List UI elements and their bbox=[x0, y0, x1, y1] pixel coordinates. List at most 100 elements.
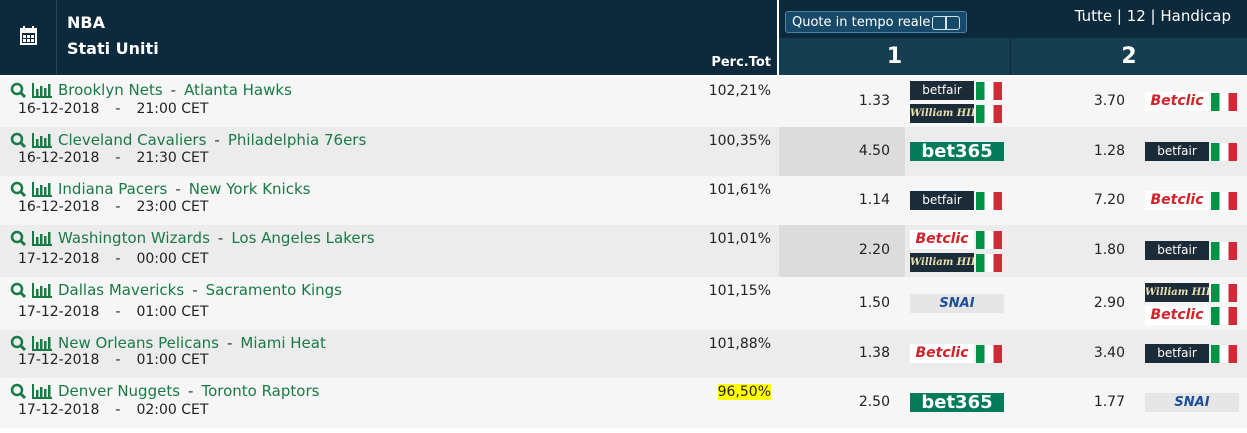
flag bbox=[1211, 191, 1237, 210]
market-filters[interactable]: Tutte | 12 | Handicap bbox=[1074, 7, 1231, 25]
teams[interactable]: Dallas Mavericks - Sacramento Kings bbox=[58, 281, 342, 299]
home-team[interactable]: Indiana Pacers bbox=[58, 180, 168, 198]
row-icons[interactable] bbox=[10, 82, 56, 104]
bookmaker-name: William HILL bbox=[910, 253, 974, 272]
bookmaker-logo[interactable]: betfair bbox=[1145, 344, 1239, 363]
separator: - bbox=[214, 131, 220, 149]
flag bbox=[976, 254, 1002, 272]
away-team[interactable]: Miami Heat bbox=[240, 334, 326, 352]
column-1-header: 1 bbox=[779, 38, 1010, 75]
match-row: Indiana Pacers - New York Knicks 16-12-2018… bbox=[0, 176, 1247, 225]
live-odds-button[interactable]: Quote in tempo reale bbox=[785, 11, 967, 33]
odds-value[interactable]: 1.28 bbox=[1093, 142, 1125, 159]
away-team[interactable]: Sacramento Kings bbox=[205, 281, 342, 299]
toggle[interactable] bbox=[932, 16, 960, 30]
row-icons[interactable] bbox=[10, 132, 56, 154]
match-row: Cleveland Cavaliers - Philadelphia 76ers 16… bbox=[0, 127, 1247, 176]
away-team[interactable]: Toronto Raptors bbox=[201, 382, 320, 400]
date-time: 17-12-2018-02:00 CET bbox=[18, 402, 208, 418]
home-team[interactable]: Cleveland Cavaliers bbox=[58, 131, 207, 149]
bookmaker-logo[interactable]: William HILL bbox=[1145, 282, 1239, 302]
bookmaker-name: bet365 bbox=[910, 141, 1004, 161]
time: 01:00 CET bbox=[136, 304, 209, 320]
odds-value[interactable]: 2.20 bbox=[858, 242, 890, 258]
date-time: 16-12-2018-21:30 CET bbox=[18, 150, 208, 166]
bookmaker-name: William HILL bbox=[1145, 282, 1209, 302]
odds-value[interactable]: 1.50 bbox=[858, 294, 890, 311]
separator: - bbox=[115, 304, 121, 320]
odds-value[interactable]: 1.77 bbox=[1093, 394, 1125, 410]
row-icons[interactable] bbox=[10, 230, 56, 252]
odds-cell-bg bbox=[779, 225, 905, 277]
odds-value[interactable]: 1.14 bbox=[858, 191, 890, 208]
perc-total: 100,35% bbox=[708, 133, 771, 149]
teams[interactable]: Denver Nuggets - Toronto Raptors bbox=[58, 382, 319, 400]
bookmaker-name: Betclic bbox=[910, 230, 974, 249]
teams[interactable]: Washington Wizards - Los Angeles Lakers bbox=[58, 229, 375, 247]
odds-value[interactable]: 2.90 bbox=[1093, 294, 1125, 311]
odds-value[interactable]: 7.20 bbox=[1093, 191, 1125, 208]
away-team[interactable]: Atlanta Hawks bbox=[184, 81, 292, 99]
row-icons[interactable] bbox=[10, 181, 56, 203]
separator: - bbox=[115, 251, 121, 267]
date-time: 17-12-2018-00:00 CET bbox=[18, 251, 208, 267]
home-team[interactable]: Dallas Mavericks bbox=[58, 281, 185, 299]
bookmaker-logo[interactable]: betfair bbox=[1145, 141, 1239, 161]
odds-cell-bg bbox=[779, 127, 905, 176]
date: 16-12-2018 bbox=[18, 101, 100, 117]
bookmaker-logo[interactable]: Betclic bbox=[1145, 305, 1239, 325]
flag bbox=[976, 82, 1002, 100]
bookmaker-logo[interactable]: Betclic bbox=[1145, 92, 1239, 111]
league-name: NBA bbox=[67, 13, 105, 32]
odds-value[interactable]: 1.38 bbox=[858, 345, 890, 361]
flag bbox=[976, 191, 1002, 210]
row-icons[interactable] bbox=[10, 335, 56, 357]
home-team[interactable]: New Orleans Pelicans bbox=[58, 334, 219, 352]
odds-value[interactable]: 3.70 bbox=[1093, 93, 1125, 109]
bookmaker-logo[interactable]: SNAI bbox=[910, 293, 1004, 313]
match-row: Washington Wizards - Los Angeles Lakers 17-… bbox=[0, 225, 1247, 277]
separator: - bbox=[115, 402, 121, 418]
bookmaker-logo[interactable]: betfair bbox=[910, 190, 1004, 210]
teams[interactable]: New Orleans Pelicans - Miami Heat bbox=[58, 334, 326, 352]
teams[interactable]: Brooklyn Nets - Atlanta Hawks bbox=[58, 81, 292, 99]
teams[interactable]: Indiana Pacers - New York Knicks bbox=[58, 180, 310, 198]
away-team[interactable]: New York Knicks bbox=[188, 180, 311, 198]
time: 02:00 CET bbox=[136, 402, 209, 418]
perc-header[interactable]: Perc.Tot bbox=[711, 55, 771, 70]
home-team[interactable]: Denver Nuggets bbox=[58, 382, 181, 400]
odds-value[interactable]: 3.40 bbox=[1093, 345, 1125, 361]
row-icons[interactable] bbox=[10, 282, 56, 304]
home-team[interactable]: Brooklyn Nets bbox=[58, 81, 163, 99]
odds-value[interactable]: 2.50 bbox=[858, 394, 890, 410]
bookmaker-logo[interactable]: Betclic bbox=[1145, 190, 1239, 210]
perc-cell: 101,01% bbox=[709, 231, 771, 247]
bookmaker-logo[interactable]: William HILL bbox=[910, 253, 1004, 272]
bookmaker-name: SNAI bbox=[1145, 393, 1239, 412]
bookmaker-logo[interactable]: betfair bbox=[910, 81, 1004, 100]
bookmaker-logo[interactable]: Betclic bbox=[910, 230, 1004, 249]
odds-value[interactable]: 1.33 bbox=[858, 93, 890, 109]
perc-cell: 101,88% bbox=[709, 336, 771, 352]
match-row: Dallas Mavericks - Sacramento Kings 17-12-2… bbox=[0, 277, 1247, 330]
teams[interactable]: Cleveland Cavaliers - Philadelphia 76ers bbox=[58, 131, 366, 149]
date: 16-12-2018 bbox=[18, 150, 100, 166]
time: 23:00 CET bbox=[136, 199, 209, 215]
table-header: NBA Stati Uniti Perc.Tot bbox=[0, 0, 777, 75]
bookmaker-logo[interactable]: bet365 bbox=[910, 393, 1004, 412]
time: 21:00 CET bbox=[136, 101, 209, 117]
odds-value[interactable]: 4.50 bbox=[858, 142, 890, 159]
separator: - bbox=[115, 352, 121, 368]
away-team[interactable]: Philadelphia 76ers bbox=[227, 131, 367, 149]
bookmaker-logo[interactable]: betfair bbox=[1145, 241, 1239, 260]
bookmaker-logo[interactable]: Betclic bbox=[910, 344, 1004, 363]
away-team[interactable]: Los Angeles Lakers bbox=[231, 229, 375, 247]
bookmaker-logo[interactable]: William HILL bbox=[910, 104, 1004, 123]
date: 16-12-2018 bbox=[18, 199, 100, 215]
odds-value[interactable]: 1.80 bbox=[1093, 242, 1125, 258]
home-team[interactable]: Washington Wizards bbox=[58, 229, 210, 247]
bookmaker-logo[interactable]: bet365 bbox=[910, 141, 1004, 161]
bookmaker-logo[interactable]: SNAI bbox=[1145, 393, 1239, 412]
row-icons[interactable] bbox=[10, 383, 56, 405]
